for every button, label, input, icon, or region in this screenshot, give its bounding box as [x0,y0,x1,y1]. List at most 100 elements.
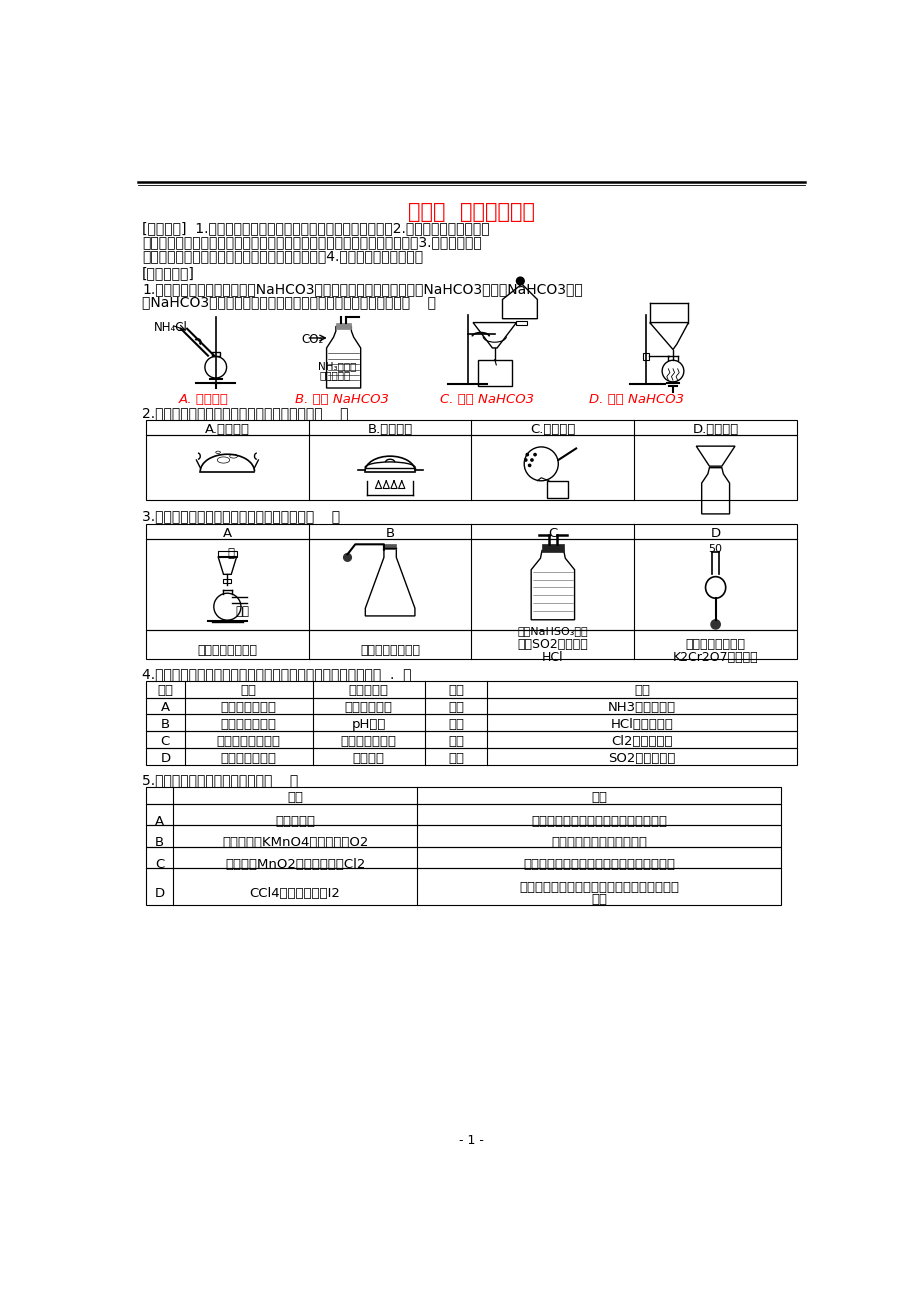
Text: K2Cr2O7标准溶液: K2Cr2O7标准溶液 [672,651,757,664]
Text: 浓盐酸、二氧化锰: 浓盐酸、二氧化锰 [217,736,280,749]
Text: C.箅渣取液: C.箅渣取液 [529,423,575,436]
Text: A. 制取氨气: A. 制取氨气 [179,393,229,406]
Text: 制乙炔的发生装置: 制乙炔的发生装置 [198,644,257,658]
Text: HCl: HCl [541,651,563,664]
Text: A.冷水浸泡: A.冷水浸泡 [205,423,250,436]
Text: 褪色: 褪色 [448,753,463,766]
Text: B: B [161,719,170,732]
Text: [专题强化练]: [专题强化练] [142,267,195,280]
Text: 配制稀硫酸: 配制稀硫酸 [275,815,315,828]
Bar [546,480,568,497]
Text: 4.下列气体的制备和性质实验中，由现象得出的结论错误的是（  .  ）: 4.下列气体的制备和性质实验中，由现象得出的结论错误的是（ . ） [142,667,411,681]
Text: B. 制取 NaHCO3: B. 制取 NaHCO3 [295,393,389,406]
Circle shape [524,458,527,461]
Text: [考纲要求]  1.了解化学实验室常用仪器的主要用途和使用方法。2.掌握化学实验的基本操: [考纲要求] 1.了解化学实验室常用仪器的主要用途和使用方法。2.掌握化学实验的… [142,221,489,236]
Bar [477,359,511,387]
Circle shape [528,465,530,466]
Bar [146,630,796,659]
Text: 浓盐酸与MnO2反应制备纯净Cl2: 浓盐酸与MnO2反应制备纯净Cl2 [225,858,365,871]
Text: 水层: 水层 [591,893,607,906]
Text: C: C [161,736,170,749]
Text: 现象: 现象 [448,685,463,698]
Bar [146,419,796,435]
Bar [335,323,351,329]
Text: 蒸馏时的接收装置: 蒸馏时的接收装置 [359,644,420,658]
Text: Cl2具有氧化性: Cl2具有氧化性 [610,736,672,749]
Text: 准确量取一定体积: 准确量取一定体积 [685,638,744,651]
Bar [146,523,796,539]
Text: A: A [161,702,170,715]
Circle shape [344,553,351,561]
Text: A: A [222,526,232,539]
Bar [146,732,796,749]
Text: D.灌装保存: D.灌装保存 [692,423,738,436]
Bar [146,539,796,630]
Text: 试剂: 试剂 [241,685,256,698]
Bar [218,551,236,557]
Bar [146,803,780,825]
Text: 先将浓硫酸加入烧杯中，后倒入蒸馏水: 先将浓硫酸加入烧杯中，后倒入蒸馏水 [531,815,666,828]
Circle shape [533,453,536,456]
Text: C: C [548,526,557,539]
Bar [146,846,780,868]
Text: pH试纸: pH试纸 [351,719,386,732]
Text: 操作: 操作 [591,790,607,803]
Bar [146,786,780,803]
Text: A: A [154,815,164,828]
Text: 专练二  化学实验基础: 专练二 化学实验基础 [407,202,535,223]
Text: 水: 水 [228,547,234,560]
Text: D. 干燥 NaHCO3: D. 干燥 NaHCO3 [588,393,684,406]
Circle shape [710,620,720,629]
Text: 变蓝: 变蓝 [448,736,463,749]
Text: 1.根据侯氏制碱原理制备少量NaHCO3的实验，经过制取氨气、制取NaHCO3、分离NaHCO3、干: 1.根据侯氏制碱原理制备少量NaHCO3的实验，经过制取氨气、制取NaHCO3、… [142,281,583,296]
Text: 实验: 实验 [287,790,303,803]
Text: C: C [154,858,164,871]
Bar [146,715,796,732]
Text: 变蓝: 变蓝 [448,702,463,715]
Text: 品红试液: 品红试液 [352,753,384,766]
Text: 气体产物先通过浓硫酸，后通过饱和食盐水: 气体产物先通过浓硫酸，后通过饱和食盐水 [523,858,675,871]
Text: 先熄灭酒精灯，后移出导管: 先熄灭酒精灯，后移出导管 [550,836,647,849]
Text: 浓盐酸、浓硫酸: 浓盐酸、浓硫酸 [221,719,277,732]
Text: 2.下列中草药煎制步骤中，属于过滤操作的是（    ）: 2.下列中草药煎制步骤中，属于过滤操作的是（ ） [142,406,348,419]
Bar [642,353,648,359]
Text: 亚硫酸钠、硫酸: 亚硫酸钠、硫酸 [221,753,277,766]
Bar [146,749,796,766]
Text: 排水法收集KMnO4分解产生的O2: 排水法收集KMnO4分解产生的O2 [221,836,368,849]
Text: SO2具有还原性: SO2具有还原性 [607,753,675,766]
Text: 红色石蕊试纸: 红色石蕊试纸 [345,702,392,715]
Bar [146,698,796,715]
Text: 先从分液漏斗下口放出有机层，后从上口倒出: 先从分液漏斗下口放出有机层，后从上口倒出 [519,881,678,893]
Text: 选项: 选项 [157,685,173,698]
Text: B: B [385,526,394,539]
Bar [383,544,396,549]
Bar [146,825,780,846]
Text: 饱和NaHSO₃溶液: 饱和NaHSO₃溶液 [517,626,587,635]
Text: 50: 50 [708,544,721,555]
Circle shape [526,453,528,456]
Text: B.加热煎制: B.加热煎制 [367,423,413,436]
Bar [223,579,231,583]
Circle shape [516,277,524,285]
Text: CCl4萃取碘水中的I2: CCl4萃取碘水中的I2 [249,887,340,900]
Text: B: B [154,836,164,849]
Bar [541,544,563,552]
Text: CO₂: CO₂ [301,332,323,345]
Text: 淀粉碘化钾试纸: 淀粉碘化钾试纸 [340,736,396,749]
Text: 的饱和溶液: 的饱和溶液 [319,370,350,380]
Text: 3.下列选用仪器和药品能达到实验目的的是（    ）: 3.下列选用仪器和药品能达到实验目的的是（ ） [142,509,340,523]
Text: NH₄Cl: NH₄Cl [153,322,187,335]
Bar [516,322,527,326]
Text: NH3为碱性气体: NH3为碱性气体 [607,702,675,715]
Bar [146,681,796,698]
Text: 电石: 电石 [235,605,249,618]
Text: D: D [709,526,720,539]
Text: HCl为酸性气体: HCl为酸性气体 [610,719,673,732]
Bar [146,435,796,500]
Text: 5.下列有关实验的操作正确的是（    ）: 5.下列有关实验的操作正确的是（ ） [142,773,298,786]
Text: D: D [160,753,170,766]
Text: 结论: 结论 [633,685,650,698]
Bar [146,868,780,905]
Text: 作。能识别化学品安全使用标识，了解实验室一般事故的预防和处理方法。3.能对常见的物: 作。能识别化学品安全使用标识，了解实验室一般事故的预防和处理方法。3.能对常见的… [142,236,482,250]
Text: 除去SO2中的少量: 除去SO2中的少量 [516,638,587,651]
